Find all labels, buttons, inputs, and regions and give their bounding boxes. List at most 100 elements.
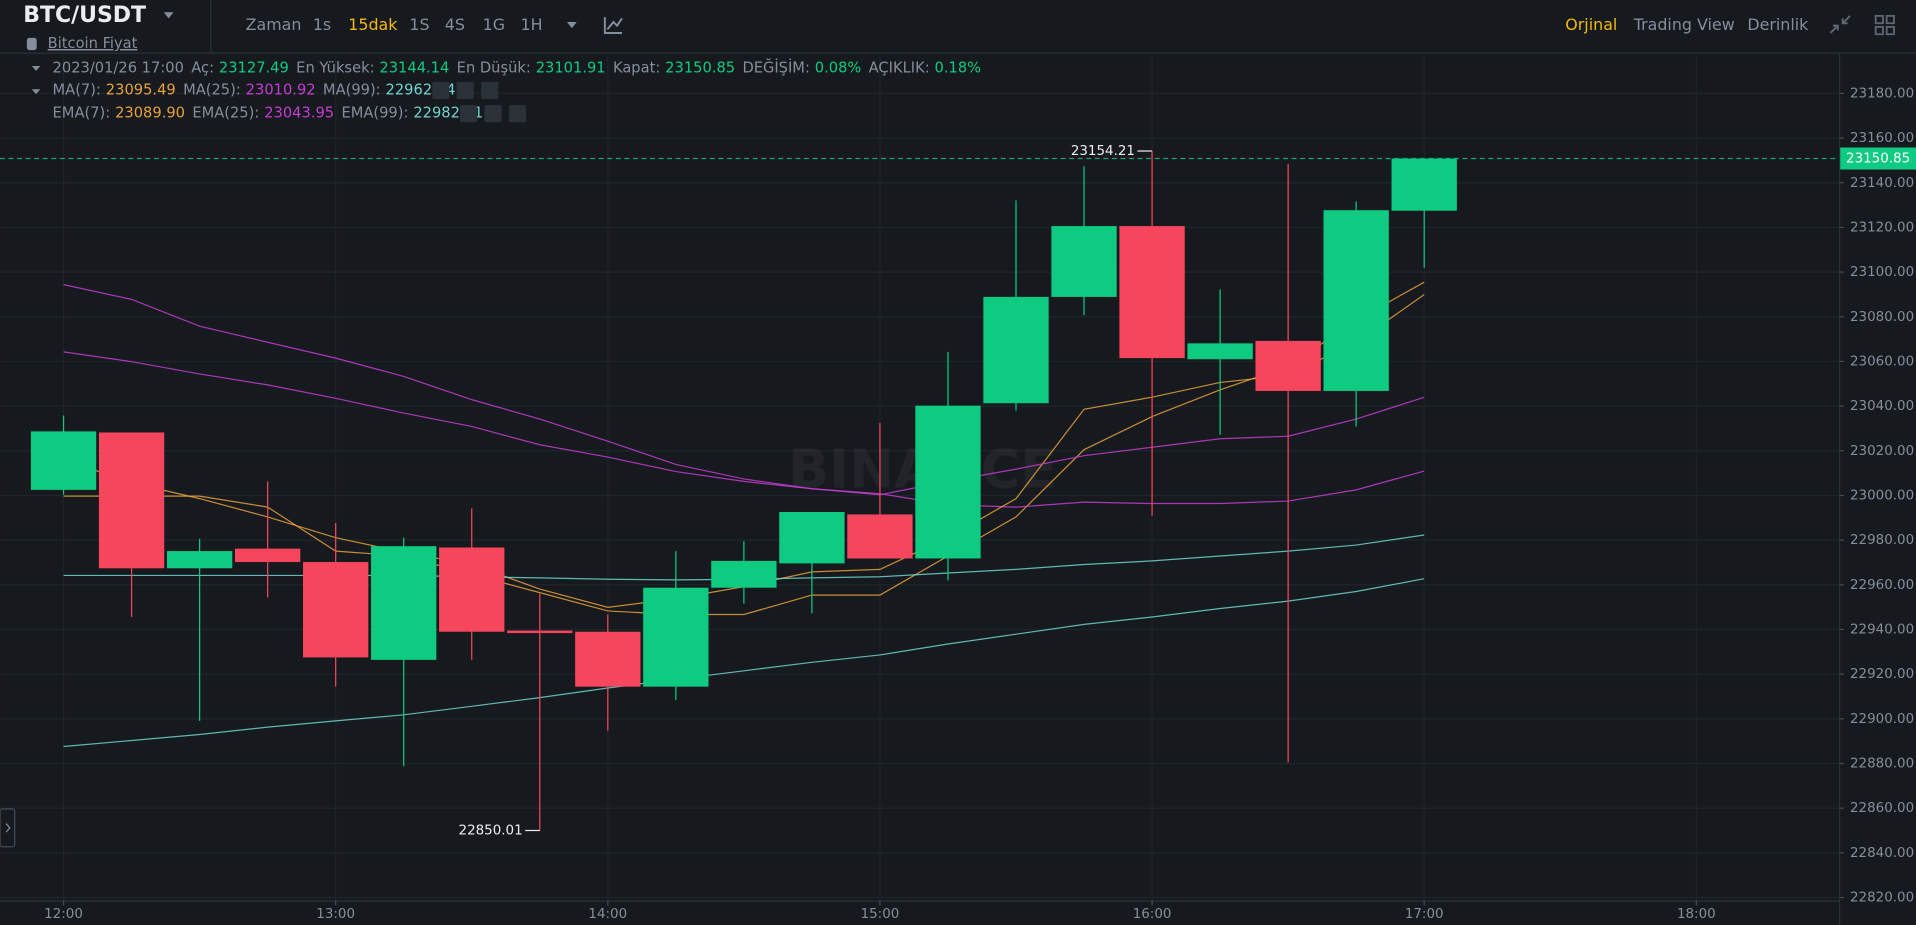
legend-eye-button[interactable] (432, 81, 450, 99)
legend-eye-button[interactable] (460, 105, 478, 123)
indicator-line (63, 281, 1425, 616)
legend-value: 23127.49 (219, 59, 289, 76)
layout-button[interactable] (1874, 14, 1895, 36)
plot-area: 23154.21 22850.01 (0, 144, 1840, 838)
y-tick-label: 22900.00 (1850, 712, 1914, 727)
y-tick-label: 23080.00 (1850, 310, 1914, 325)
y-tick-label: 23040.00 (1850, 399, 1914, 414)
y-tick-label: 22940.00 (1850, 622, 1914, 637)
x-tick-label: 13:00 (316, 907, 355, 922)
legend-toggle[interactable] (31, 65, 41, 71)
legend-value: 0.18% (935, 59, 982, 76)
candle-body (847, 514, 913, 559)
legend-settings-button[interactable] (456, 81, 474, 99)
interval[interactable]: Zaman (246, 15, 302, 34)
legend-label: En Yüksek: (296, 59, 374, 76)
y-tick-label: 23060.00 (1850, 354, 1914, 369)
fullscreen-button[interactable] (1829, 15, 1851, 34)
candle-body (915, 405, 981, 559)
symbol[interactable]: BTC/USDT (23, 3, 146, 28)
y-tick-label: 22980.00 (1850, 533, 1914, 548)
candle-body (30, 431, 97, 490)
legend-value: 23010.92 (246, 81, 316, 98)
candle-body (1051, 226, 1117, 297)
legend-name: EMA(25): (192, 105, 259, 122)
candle-body (711, 560, 777, 588)
last-price-label: 23150.85 (1846, 152, 1910, 167)
indicator-line (63, 284, 1425, 496)
legend-date: 2023/01/26 17:00 (53, 59, 184, 76)
legend-name: MA(25): (183, 81, 241, 98)
legend-value: 23043.95 (264, 105, 334, 122)
view[interactable]: Derinlik (1747, 15, 1809, 34)
indicator-line (63, 351, 1425, 508)
candle-body (1391, 158, 1457, 211)
indicator-button[interactable] (603, 17, 623, 34)
last-price-box (1840, 147, 1916, 170)
low-label: 22850.01 (459, 823, 523, 838)
y-tick-label: 22840.00 (1850, 846, 1914, 861)
high-label: 23154.21 (1071, 144, 1135, 159)
candle-body (371, 546, 437, 660)
candle-body (779, 511, 845, 564)
candle-body (507, 630, 573, 634)
legend-value: 0.08% (815, 59, 862, 76)
legend-label: En Düşük: (457, 59, 531, 76)
y-tick-label: 23160.00 (1850, 131, 1914, 146)
legend-toggle[interactable] (31, 89, 41, 95)
y-tick-label: 23140.00 (1850, 176, 1914, 191)
interval[interactable]: 1s (313, 15, 331, 34)
interval-active[interactable]: 15dak (348, 15, 398, 34)
y-tick-label: 22920.00 (1850, 667, 1914, 682)
y-tick-label: 23120.00 (1850, 220, 1914, 235)
view[interactable]: Trading View (1633, 15, 1735, 34)
ma-legend: MA(7): 23095.49 MA(25): 23010.92 MA(99): 2296… (53, 81, 456, 98)
candle-body (1119, 226, 1185, 359)
legend-value: 23144.14 (379, 59, 449, 76)
legend-name: EMA(99): (341, 105, 408, 122)
candle-body (166, 551, 233, 569)
indicator-line (63, 578, 1425, 748)
sidebar-tab[interactable] (0, 808, 16, 848)
legend-label: Aç: (191, 59, 214, 76)
y-tick-label: 23100.00 (1850, 265, 1914, 280)
legend-close-button[interactable] (481, 81, 499, 99)
legend-settings-button[interactable] (484, 105, 502, 123)
coin-icon (26, 37, 37, 51)
candle-body (983, 296, 1049, 404)
toolbar (0, 0, 1916, 53)
legend-name: MA(7): (53, 81, 101, 98)
x-tick-label: 12:00 (44, 907, 83, 922)
legend-close-button[interactable] (508, 105, 527, 123)
x-tick-label: 15:00 (861, 907, 900, 922)
interval[interactable]: 4S (445, 15, 465, 34)
legend-name: EMA(7): (53, 105, 111, 122)
view-active[interactable]: Orjinal (1565, 15, 1617, 34)
candle-body (643, 587, 709, 687)
more-intervals[interactable] (566, 21, 577, 29)
subtitle-link[interactable]: Bitcoin Fiyat (48, 35, 138, 52)
candle-body (1323, 210, 1389, 391)
legend-label: AÇIKLIK: (869, 59, 930, 76)
interval[interactable]: 1H (521, 15, 543, 34)
ema-legend: EMA(7): 23089.90 EMA(25): 23043.95 EMA(99): 2… (53, 105, 484, 122)
candle-body (234, 548, 301, 563)
candle-body (1187, 343, 1253, 360)
y-tick-label: 22960.00 (1850, 578, 1914, 593)
candle-body (439, 547, 505, 632)
x-tick-label: 17:00 (1405, 907, 1444, 922)
interval[interactable]: 1G (483, 15, 505, 34)
y-tick-label: 22820.00 (1850, 891, 1914, 906)
legend-label: Kapat: (613, 59, 660, 76)
candle-body (1255, 340, 1321, 391)
x-tick-label: 16:00 (1133, 907, 1172, 922)
y-tick-label: 23020.00 (1850, 444, 1914, 459)
symbol-dropdown[interactable] (163, 12, 174, 19)
candle-body (575, 631, 641, 687)
legend-label: DEĞİŞİM: (742, 58, 809, 76)
interval[interactable]: 1S (409, 15, 429, 34)
legend-value: 23095.49 (106, 81, 176, 98)
ohlc-legend: 2023/01/26 17:00 Aç: 23127.49 En Yüksek: 231… (53, 58, 982, 76)
y-tick-label: 23000.00 (1850, 488, 1914, 503)
